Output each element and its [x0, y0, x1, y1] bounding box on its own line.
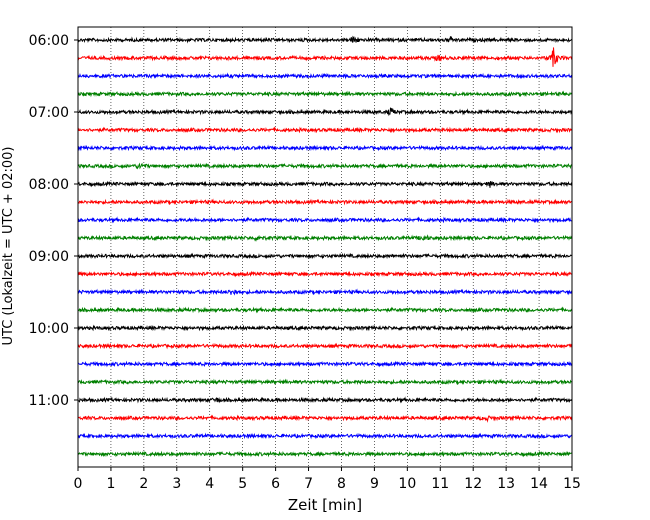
seismogram-trace [77, 107, 573, 117]
y-tick-label: 08:00 [29, 177, 69, 193]
x-tick-label: 0 [74, 476, 83, 492]
x-tick-label: 12 [464, 476, 482, 492]
seismogram-trace [77, 432, 573, 440]
seismogram-trace [77, 180, 573, 188]
x-tick-label: 14 [530, 476, 548, 492]
seismogram-trace [77, 35, 573, 44]
seismogram-trace [77, 450, 573, 458]
seismogram-trace [77, 360, 573, 368]
y-tick-label: 11:00 [29, 393, 69, 409]
x-axis-ticks: 0 1 2 3 4 5 6 7 8 9 10 11 12 13 14 15 [74, 467, 581, 492]
y-axis-ticks: 06:00 07:00 08:00 09:00 10:00 11:00 [29, 33, 78, 409]
x-tick-label: 15 [563, 476, 581, 492]
x-tick-label: 6 [271, 476, 280, 492]
x-tick-label: 9 [370, 476, 379, 492]
y-tick-label: 10:00 [29, 321, 69, 337]
seismogram-trace [77, 47, 573, 67]
seismogram-trace [77, 414, 573, 423]
y-tick-label: 09:00 [29, 249, 69, 265]
x-tick-label: 4 [205, 476, 214, 492]
y-tick-label: 07:00 [29, 105, 69, 121]
x-tick-label: 11 [431, 476, 449, 492]
seismogram-trace [77, 396, 573, 404]
grid-lines [110, 27, 540, 467]
seismogram-trace [77, 198, 573, 206]
seismogram-trace [77, 288, 573, 296]
seismogram-trace [77, 216, 573, 224]
seismogram-trace [77, 162, 573, 170]
x-tick-label: 2 [139, 476, 148, 492]
seismogram-trace [77, 252, 573, 260]
plot-frame [77, 26, 573, 468]
seismogram-trace [77, 324, 573, 332]
x-axis-title: Zeit [min] [288, 496, 362, 514]
x-tick-label: 3 [172, 476, 181, 492]
y-tick-label: 06:00 [29, 33, 69, 49]
x-tick-label: 1 [106, 476, 115, 492]
x-tick-label: 7 [304, 476, 313, 492]
x-tick-label: 13 [497, 476, 515, 492]
seismogram-trace [77, 90, 573, 98]
seismogram-traces [77, 35, 573, 458]
seismogram-trace [77, 72, 573, 80]
x-tick-label: 5 [238, 476, 247, 492]
seismogram-trace [77, 306, 573, 314]
seismogram-trace [77, 342, 573, 350]
x-tick-label: 8 [337, 476, 346, 492]
seismogram-trace [77, 126, 573, 134]
y-axis-title: UTC (Lokalzeit = UTC + 02:00) [1, 147, 16, 346]
seismogram-trace [77, 144, 573, 152]
seismogram-trace [77, 378, 573, 386]
seismogram-trace [77, 234, 573, 242]
x-tick-label: 10 [398, 476, 416, 492]
seismogram-trace [77, 270, 573, 278]
